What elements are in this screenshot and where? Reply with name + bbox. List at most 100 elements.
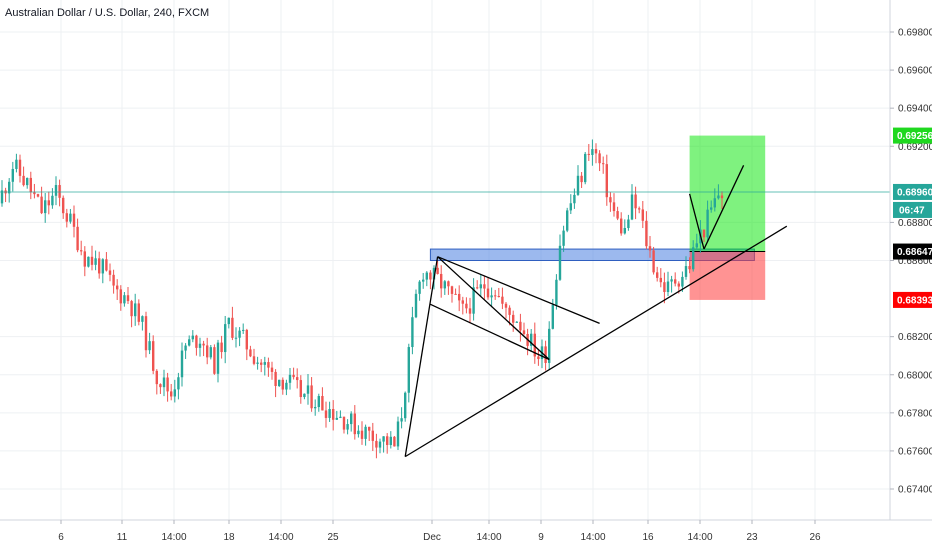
- candle-body: [371, 430, 374, 441]
- price-axis[interactable]: 0.69800 0.69600 0.69400 0.69200 0.68800 0.686…: [890, 28, 932, 496]
- candle: [8, 178, 11, 203]
- candle: [501, 287, 504, 310]
- candle-body: [328, 409, 331, 418]
- candle: [94, 250, 97, 271]
- candle-body: [551, 304, 554, 329]
- candle: [670, 275, 673, 293]
- candle-body: [33, 192, 36, 195]
- trend-line: [688, 193, 705, 250]
- candle-body: [501, 296, 504, 304]
- candle-body: [173, 389, 176, 397]
- candle: [256, 356, 259, 370]
- candle-body: [368, 426, 371, 431]
- price-badge-label: 0.68647: [897, 247, 932, 258]
- y-tick-label: 0.68600: [898, 256, 932, 267]
- candle: [213, 344, 216, 375]
- candle-body: [692, 247, 695, 270]
- countdown-badge-label: 06:47: [899, 205, 925, 216]
- candle: [87, 256, 90, 268]
- candle-body: [141, 316, 144, 322]
- candle: [508, 305, 511, 326]
- candle: [580, 172, 583, 188]
- candle-body: [310, 385, 313, 409]
- candle-body: [382, 436, 385, 442]
- candle-body: [29, 177, 32, 193]
- candle: [594, 143, 598, 164]
- candle: [558, 234, 562, 281]
- candle: [472, 278, 475, 321]
- candle: [710, 200, 713, 213]
- candle: [360, 421, 364, 445]
- candle-body: [357, 430, 360, 435]
- trend-line: [437, 256, 550, 360]
- candle: [666, 271, 670, 296]
- candle: [76, 218, 79, 253]
- candle: [627, 214, 630, 231]
- candle: [108, 263, 112, 282]
- candle-body: [440, 273, 443, 289]
- candle: [249, 345, 252, 358]
- candle: [375, 433, 378, 459]
- candle-body: [479, 284, 482, 289]
- candle: [598, 150, 601, 172]
- candle: [119, 285, 122, 311]
- candle: [476, 280, 479, 290]
- candle-body: [490, 295, 493, 298]
- candle-body: [702, 229, 706, 238]
- candle: [443, 280, 446, 295]
- candle: [530, 329, 533, 352]
- candle-body: [112, 274, 115, 286]
- candle: [342, 416, 346, 434]
- x-tick-label: 14:00: [687, 532, 712, 543]
- stop-loss-zone: [689, 251, 766, 300]
- candle-body: [249, 349, 252, 357]
- candle: [310, 377, 313, 412]
- candle-body: [393, 436, 396, 447]
- candle-body: [209, 347, 212, 358]
- candle: [447, 280, 450, 295]
- candle-body: [58, 185, 61, 198]
- candle: [479, 274, 482, 297]
- candle: [188, 335, 191, 347]
- candle: [720, 191, 724, 209]
- candle: [18, 154, 22, 183]
- candle: [436, 260, 439, 275]
- candle: [22, 166, 25, 187]
- trend-line: [437, 256, 600, 324]
- candle-body: [486, 288, 490, 298]
- candle-body: [497, 295, 500, 297]
- candle-body: [0, 190, 4, 204]
- candle: [695, 233, 698, 250]
- candle: [494, 289, 497, 300]
- candle: [702, 229, 706, 243]
- candle: [630, 184, 634, 221]
- candle-body: [123, 295, 126, 304]
- candle-body: [213, 347, 216, 374]
- y-tick-label: 0.69400: [898, 104, 932, 115]
- candle: [296, 368, 299, 389]
- candle: [602, 156, 605, 174]
- price-badge-bg: [893, 291, 932, 308]
- candle: [339, 410, 342, 419]
- candle: [105, 252, 108, 272]
- candle-body: [508, 307, 511, 315]
- candle-body: [533, 333, 536, 357]
- candle-body: [54, 185, 58, 196]
- time-axis[interactable]: 6 11 14:00 18 14:00 25 Dec 14:00 9 14:00 16 14:00 23…: [58, 520, 821, 543]
- candle-body: [18, 159, 22, 176]
- candle-body: [202, 343, 205, 346]
- candle: [314, 399, 317, 416]
- candle-body: [188, 339, 191, 346]
- x-tick-label: 14:00: [161, 532, 186, 543]
- price-badge-bg: [893, 127, 932, 144]
- candle: [69, 208, 72, 224]
- candle: [198, 337, 202, 357]
- candle: [130, 299, 133, 328]
- candle-body: [94, 258, 97, 265]
- candle-body: [522, 330, 526, 334]
- candle: [335, 410, 338, 420]
- candle: [522, 322, 526, 336]
- candle: [422, 272, 425, 289]
